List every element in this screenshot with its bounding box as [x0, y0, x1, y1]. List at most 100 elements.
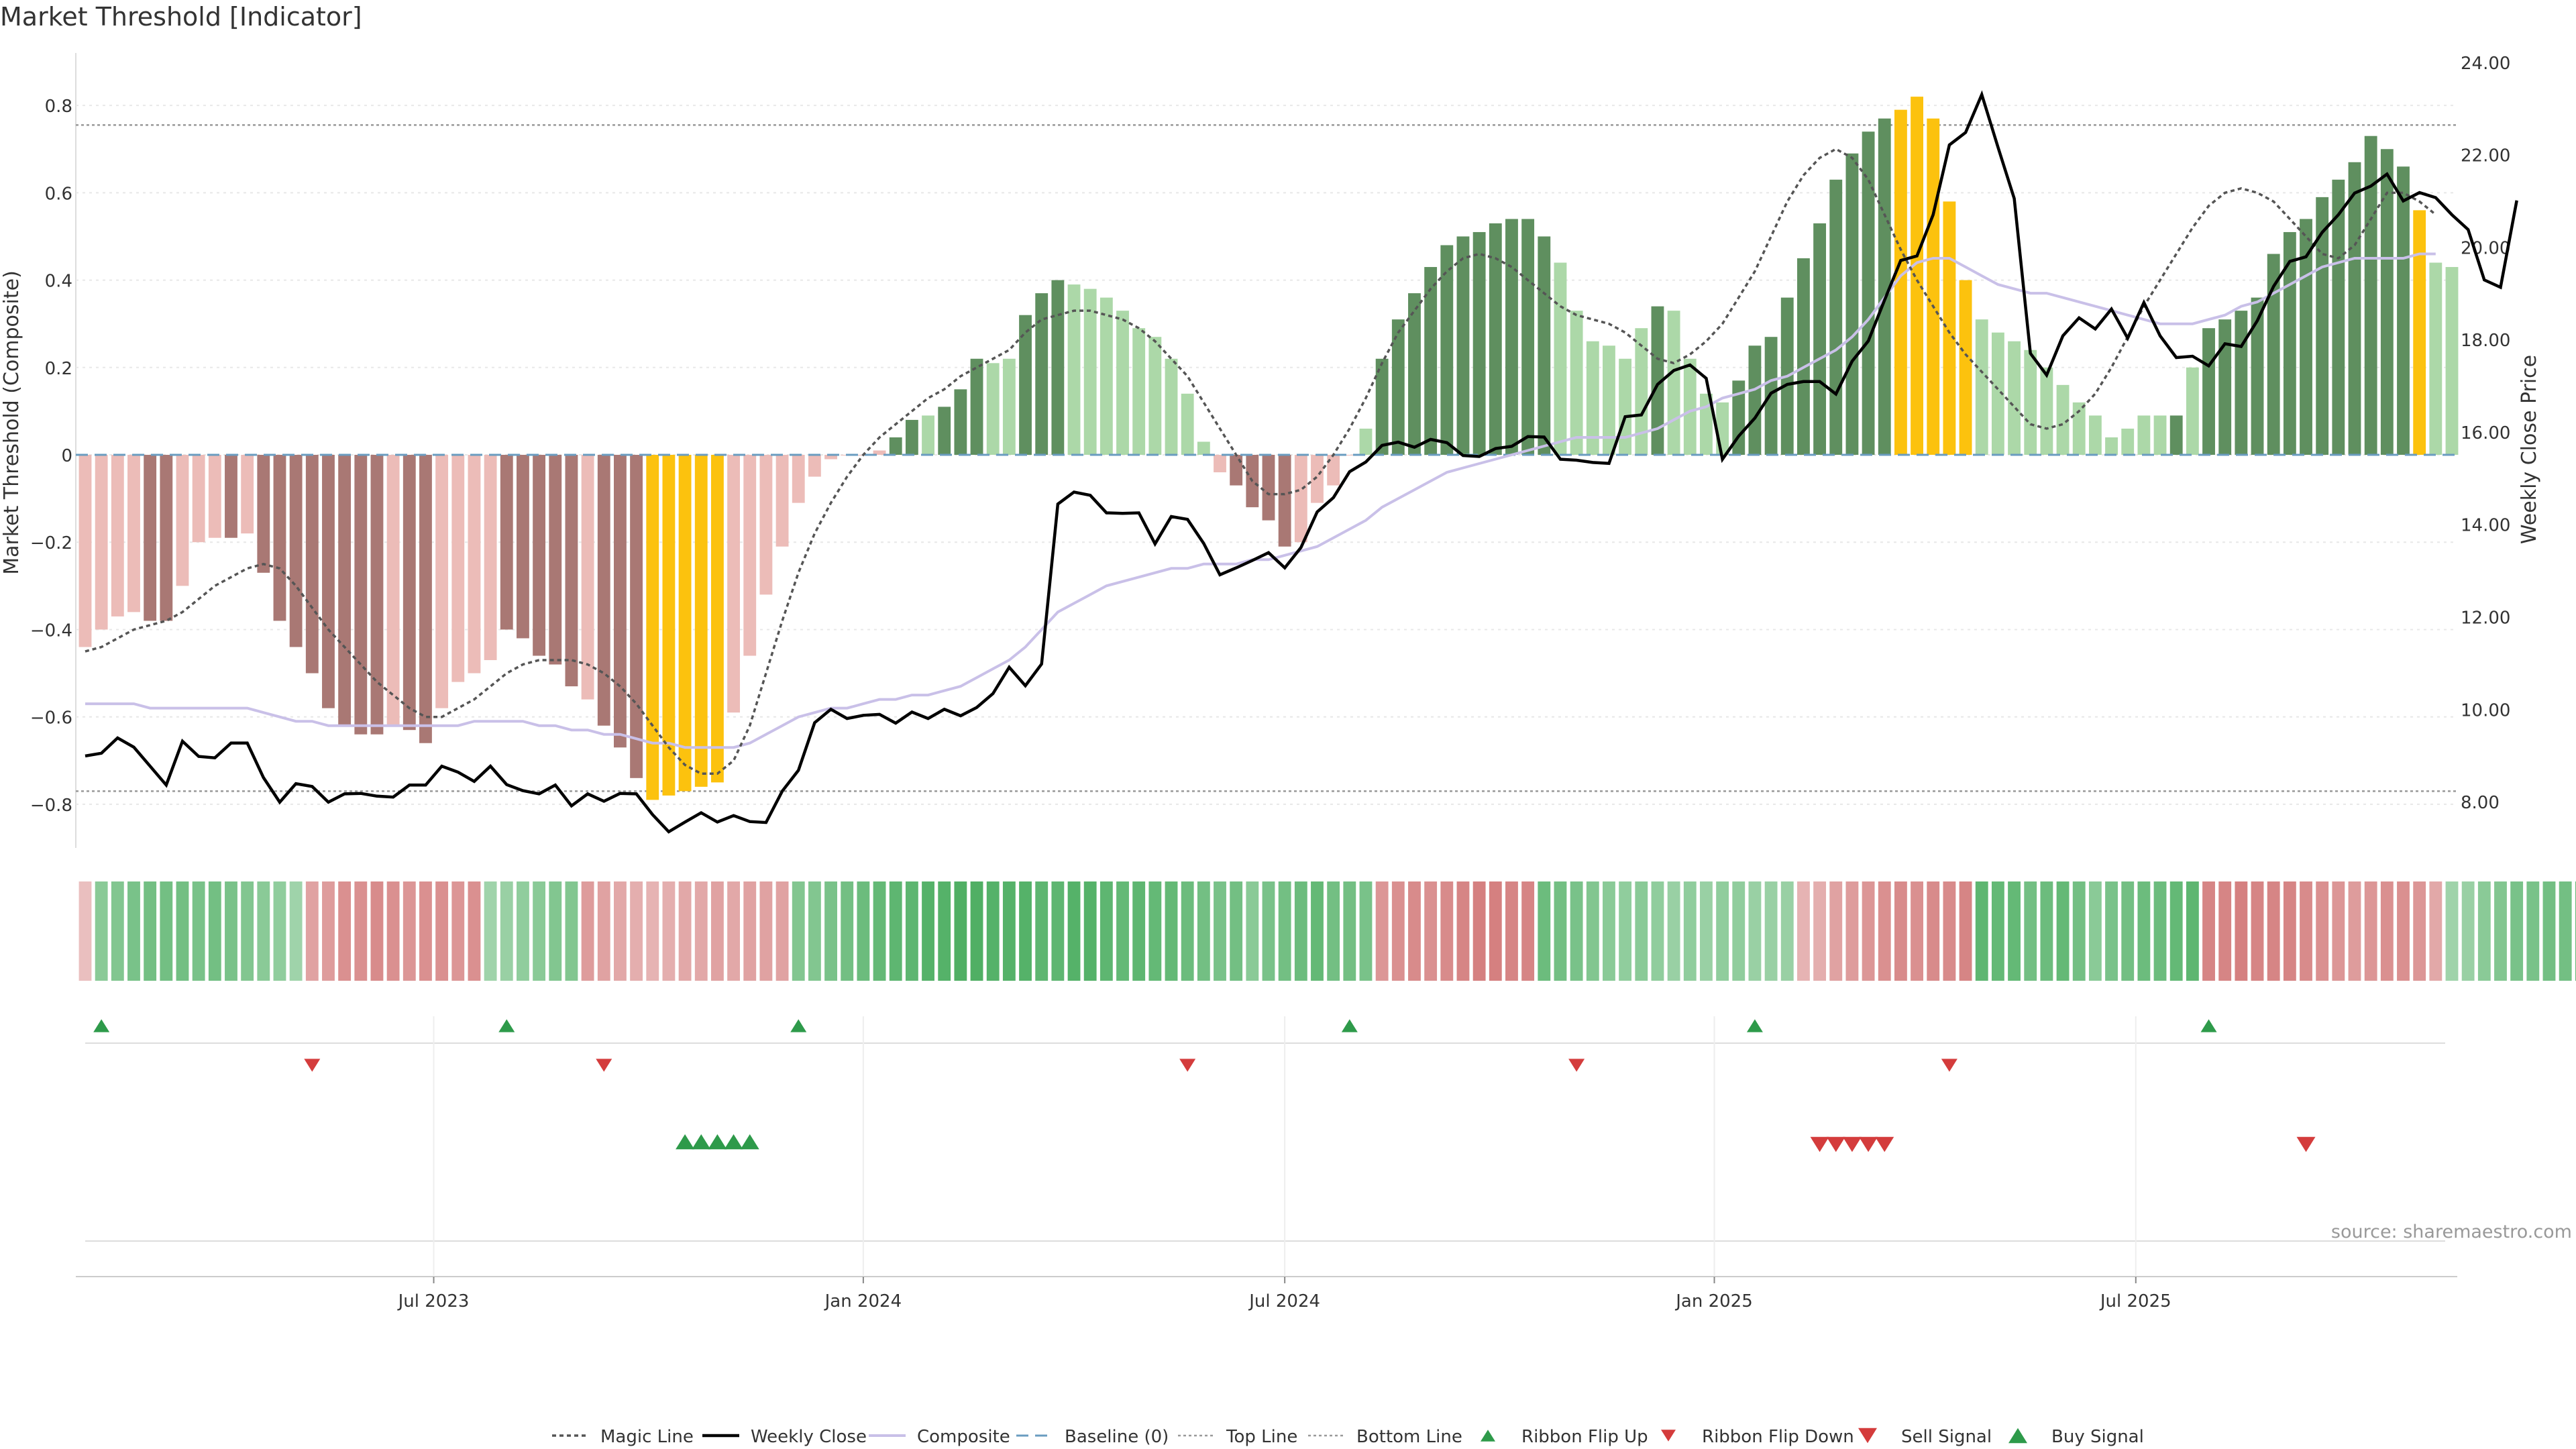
threshold-bar	[2072, 402, 2086, 455]
ribbon-cell	[2056, 881, 2070, 981]
ribbon-cell	[2153, 881, 2167, 981]
ribbon-cell	[2542, 881, 2556, 981]
ribbon-cell	[1132, 881, 1146, 981]
ribbon-cell	[500, 881, 513, 981]
threshold-bar	[2283, 231, 2296, 455]
threshold-bar	[1732, 380, 1746, 455]
ribbon-cell	[95, 881, 108, 981]
ribbon-cell	[808, 881, 821, 981]
threshold-bar	[1845, 153, 1859, 455]
threshold-bar	[1472, 231, 1486, 455]
threshold-bar	[970, 358, 983, 455]
threshold-bar	[419, 455, 432, 743]
ribbon-cell	[273, 881, 286, 981]
ribbon-cell	[1002, 881, 1016, 981]
threshold-bar	[1019, 315, 1032, 455]
y-tick-right: 24.00	[2461, 54, 2510, 74]
threshold-bar	[922, 415, 934, 455]
ribbon-flip-up-marker	[93, 1019, 110, 1032]
ribbon-cell	[1586, 881, 1599, 981]
ribbon-cell	[1505, 881, 1518, 981]
ribbon-cell	[176, 881, 189, 981]
ribbon-cell	[1538, 881, 1551, 981]
legend-swatch-flip-up	[1481, 1430, 1495, 1442]
threshold-bar	[451, 455, 465, 682]
ribbon-cell	[646, 881, 659, 981]
buy-signal-marker	[740, 1134, 759, 1150]
ribbon-cell	[1780, 881, 1794, 981]
threshold-bar	[1230, 455, 1243, 486]
y-tick-right: 18.00	[2461, 331, 2510, 351]
ribbon-cell	[905, 881, 918, 981]
ribbon-cell	[419, 881, 432, 981]
threshold-bar	[630, 455, 643, 778]
threshold-bar	[2040, 367, 2053, 455]
threshold-bar	[2024, 350, 2037, 455]
threshold-bar	[1083, 288, 1097, 455]
threshold-bar	[1991, 332, 2004, 455]
legend-swatch-flip-down	[1661, 1430, 1676, 1442]
threshold-bar	[1294, 455, 1307, 543]
threshold-bar	[1424, 267, 1438, 455]
threshold-bar	[1943, 201, 1956, 455]
threshold-bar	[1862, 131, 1875, 455]
legend-label: Bottom Line	[1356, 1427, 1462, 1447]
ribbon-flip-up-marker	[1341, 1019, 1358, 1032]
ribbon-flip-down-marker	[1941, 1059, 1957, 1072]
ribbon-cell	[1943, 881, 1956, 981]
threshold-bar	[289, 455, 303, 647]
ribbon-cell	[1959, 881, 1972, 981]
ribbon-cell	[954, 881, 967, 981]
ribbon-cell	[1797, 881, 1810, 981]
threshold-bar	[2088, 415, 2102, 455]
threshold-bar	[710, 455, 724, 783]
ribbon-cell	[2477, 881, 2491, 981]
threshold-bar	[1116, 311, 1129, 455]
ribbon-cell	[986, 881, 1000, 981]
threshold-bar	[533, 455, 546, 656]
threshold-bar	[1440, 245, 1454, 455]
ribbon-cell	[1019, 881, 1032, 981]
ribbon-cell	[2072, 881, 2086, 981]
ribbon-cell	[1262, 881, 1275, 981]
ribbon-cell	[727, 881, 740, 981]
ribbon-cell	[1700, 881, 1713, 981]
ribbon-cell	[938, 881, 951, 981]
ribbon-cell	[759, 881, 773, 981]
ribbon-cell	[1278, 881, 1291, 981]
ribbon-cell	[2397, 881, 2410, 981]
ribbon-cell	[1570, 881, 1583, 981]
legend-label: Ribbon Flip Up	[1521, 1427, 1648, 1447]
sell-signal-marker	[2296, 1136, 2316, 1152]
ribbon-cell	[484, 881, 497, 981]
ribbon-cell	[2024, 881, 2037, 981]
y-tick-right: 10.00	[2461, 700, 2510, 720]
threshold-bar	[1683, 358, 1697, 455]
ribbon-cell	[1651, 881, 1664, 981]
threshold-bar	[1148, 337, 1162, 455]
threshold-bar	[144, 455, 157, 621]
y-tick-left: 0.2	[45, 359, 72, 379]
threshold-bar	[192, 455, 205, 543]
threshold-bar	[1554, 262, 1567, 455]
ribbon-cell	[225, 881, 237, 981]
ribbon-cell	[1862, 881, 1875, 981]
threshold-bar	[1505, 219, 1518, 455]
y-tick-right: 12.00	[2461, 608, 2510, 629]
ribbon-cell	[2494, 881, 2507, 981]
sell-signal-marker	[1859, 1136, 1878, 1152]
threshold-bar	[1002, 358, 1016, 455]
ribbon-cell	[597, 881, 610, 981]
threshold-bar	[2121, 428, 2135, 455]
ribbon-cell	[1927, 881, 1940, 981]
threshold-bar	[1716, 402, 1729, 455]
legend-label: Baseline (0)	[1065, 1427, 1169, 1447]
ribbon-cell	[1181, 881, 1194, 981]
threshold-bar	[1408, 293, 1421, 455]
ribbon-cell	[581, 881, 594, 981]
ribbon-cell	[111, 881, 124, 981]
legend-label: Buy Signal	[2051, 1427, 2144, 1447]
ribbon-flip-down-marker	[304, 1059, 321, 1072]
threshold-bar	[1521, 219, 1535, 455]
ribbon-cell	[1148, 881, 1162, 981]
